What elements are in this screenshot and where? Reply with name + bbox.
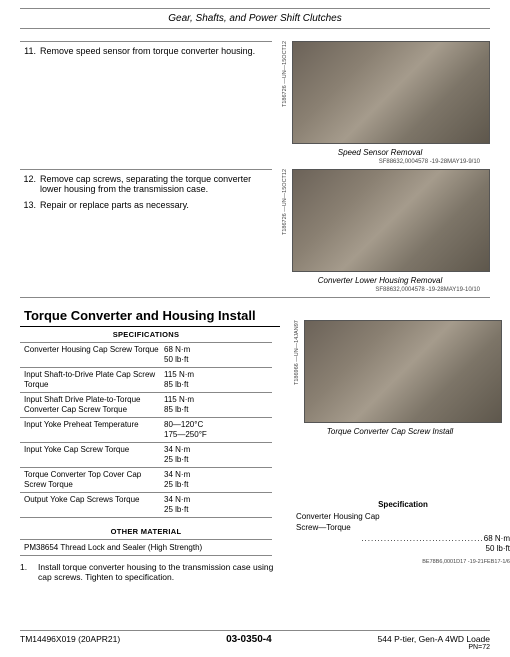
footer-page-number: PN=72: [378, 644, 490, 651]
dot-leader: ......................................: [361, 534, 483, 543]
step-number: 13.: [20, 200, 36, 210]
spec-value: 115 N·m 85 lb·ft: [164, 370, 268, 390]
inline-spec-row: Converter Housing Cap Screw—Torque: [296, 512, 510, 534]
figure-col: T186726 —UN—15OCT12 Speed Sensor Removal…: [280, 41, 490, 165]
spec-label: Input Shaft-to-Drive Plate Cap Screw Tor…: [24, 370, 164, 390]
spec-row: Input Shaft-to-Drive Plate Cap Screw Tor…: [20, 368, 272, 393]
footer-right: 544 P-tier, Gen-A 4WD Loade PN=72: [378, 634, 490, 651]
figure-side-ref: T186966 —UN—14JAN97: [293, 320, 301, 423]
other-material-row: PM38654 Thread Lock and Sealer (High Str…: [20, 540, 272, 556]
spec-row: Input Yoke Preheat Temperature80—120°C 1…: [20, 418, 272, 443]
inline-spec-value: ......................................68…: [296, 534, 510, 545]
spec-row: Output Yoke Cap Screws Torque34 N·m 25 l…: [20, 493, 272, 518]
page-header: Gear, Shafts, and Power Shift Clutches: [20, 8, 490, 29]
spec-value: 34 N·m 25 lb·ft: [164, 445, 268, 465]
figure-subcaption: SF88632,0004578 -19-28MAY19-9/10: [280, 159, 490, 165]
spec-value: 80—120°C 175—250°F: [164, 420, 268, 440]
step-number: 12.: [20, 174, 36, 194]
inline-spec-title: Specification: [296, 498, 510, 512]
spec-table-header: SPECIFICATIONS: [20, 327, 272, 343]
spec-value: 34 N·m 25 lb·ft: [164, 495, 268, 515]
figure-caption: Converter Lower Housing Removal: [280, 276, 490, 285]
inline-ref: BE78B6,0001D17 -19-21FEB17-1/6: [296, 559, 510, 565]
figure-speed-sensor-removal: [292, 41, 490, 144]
figure-side-ref: T186726 —UN—15OCT12: [281, 41, 289, 144]
step-text: Install torque converter housing to the …: [38, 562, 280, 582]
figure-lower-housing-removal: [292, 169, 490, 272]
footer-left: TM14496X019 (20APR21): [20, 634, 120, 651]
inline-spec-label: Converter Housing Cap Screw—Torque: [296, 512, 380, 532]
section-title: Torque Converter and Housing Install: [20, 304, 280, 327]
figure-caption: Speed Sensor Removal: [280, 148, 490, 157]
step-text: Remove cap screws, separating the torque…: [40, 174, 272, 194]
spec-row: Converter Housing Cap Screw Torque68 N·m…: [20, 343, 272, 368]
other-material-header: OTHER MATERIAL: [20, 524, 272, 540]
footer-center: 03-0350-4: [226, 634, 272, 651]
spec-row: Input Shaft Drive Plate-to-Torque Conver…: [20, 393, 272, 418]
spec-label: Output Yoke Cap Screws Torque: [24, 495, 164, 515]
figure-col: T186726 —UN—15OCT12 Converter Lower Hous…: [280, 169, 490, 293]
page-footer: TM14496X019 (20APR21) 03-0350-4 544 P-ti…: [20, 630, 490, 651]
spec-label: Torque Converter Top Cover Cap Screw Tor…: [24, 470, 164, 490]
figure-side-ref: T186726 —UN—15OCT12: [281, 169, 289, 272]
spec-label: Input Shaft Drive Plate-to-Torque Conver…: [24, 395, 164, 415]
figure-caption: Torque Converter Cap Screw Install: [288, 427, 502, 436]
figure-subcaption: SF88632,0004578 -19-28MAY19-10/10: [280, 287, 490, 293]
step-text: Remove speed sensor from torque converte…: [40, 46, 272, 56]
spec-row: Torque Converter Top Cover Cap Screw Tor…: [20, 468, 272, 493]
figure-cap-screw-install: [304, 320, 502, 423]
step-row-11: 11. Remove speed sensor from torque conv…: [20, 41, 490, 165]
step-number: 11.: [20, 46, 36, 56]
step-number: 1.: [20, 562, 32, 582]
spec-label: Converter Housing Cap Screw Torque: [24, 345, 164, 365]
step-text-col: 12. Remove cap screws, separating the to…: [20, 169, 272, 293]
spec-value: 68 N·m 50 lb·ft: [164, 345, 268, 365]
spec-value: 115 N·m 85 lb·ft: [164, 395, 268, 415]
spec-label: Input Yoke Preheat Temperature: [24, 420, 164, 440]
step-text-col: 11. Remove speed sensor from torque conv…: [20, 41, 272, 165]
step-text: Repair or replace parts as necessary.: [40, 200, 272, 210]
spec-value: 34 N·m 25 lb·ft: [164, 470, 268, 490]
inline-specification: Specification Converter Housing Cap Scre…: [296, 498, 510, 565]
inline-spec-value: 50 lb·ft: [296, 544, 510, 555]
spec-table: SPECIFICATIONS Converter Housing Cap Scr…: [20, 327, 272, 556]
spec-label: Input Yoke Cap Screw Torque: [24, 445, 164, 465]
step-row-12-13: 12. Remove cap screws, separating the to…: [20, 169, 490, 293]
install-step-1: 1. Install torque converter housing to t…: [20, 562, 280, 582]
spec-row: Input Yoke Cap Screw Torque34 N·m 25 lb·…: [20, 443, 272, 468]
